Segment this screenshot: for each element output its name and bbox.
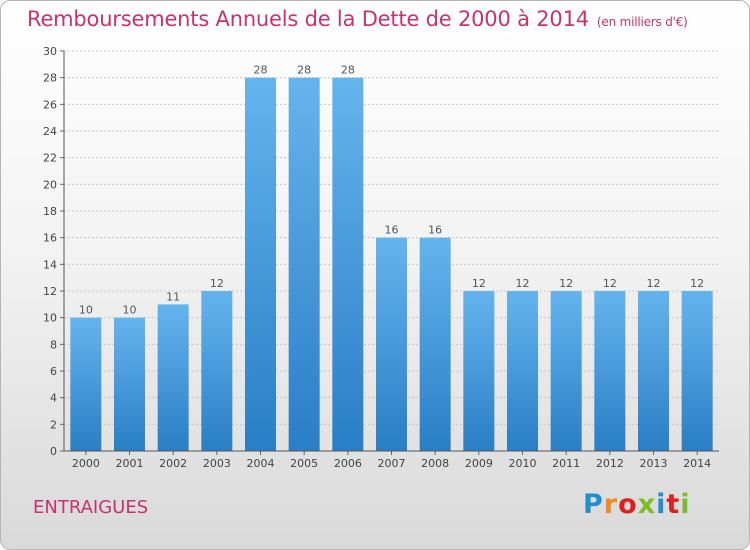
x-tick-label: 2002 bbox=[159, 457, 187, 470]
logo-letter: t bbox=[666, 489, 681, 520]
y-tick-label: 14 bbox=[43, 258, 57, 271]
logo-letter: r bbox=[603, 489, 619, 520]
logo-letter: o bbox=[618, 489, 638, 520]
bar-value-label: 11 bbox=[166, 290, 180, 303]
x-tick-label: 2006 bbox=[334, 457, 362, 470]
y-tick-label: 18 bbox=[43, 205, 57, 218]
y-tick-label: 6 bbox=[50, 365, 57, 378]
x-tick-label: 2001 bbox=[116, 457, 144, 470]
logo-letter: i bbox=[656, 489, 667, 520]
bar bbox=[463, 291, 495, 451]
bar bbox=[638, 291, 669, 451]
bar-value-label: 28 bbox=[297, 64, 311, 77]
bar bbox=[550, 291, 582, 451]
y-tick-label: 28 bbox=[43, 72, 57, 85]
bars bbox=[70, 77, 713, 452]
bar-value-label: 12 bbox=[603, 277, 617, 290]
y-tick-label: 0 bbox=[50, 445, 57, 458]
bar-value-label: 12 bbox=[559, 277, 573, 290]
y-tick-label: 20 bbox=[43, 178, 57, 191]
bar bbox=[70, 317, 102, 451]
logo-letter: i bbox=[680, 489, 691, 520]
bar-value-label: 28 bbox=[341, 64, 355, 77]
x-tick-label: 2009 bbox=[465, 457, 493, 470]
bar-value-label: 16 bbox=[385, 224, 399, 237]
labels: 0246810121416182022242628301020001020011… bbox=[43, 45, 711, 470]
x-tick-label: 2012 bbox=[596, 457, 624, 470]
chart-title-text: Remboursements Annuels de la Dette de 20… bbox=[27, 7, 589, 31]
bar-value-label: 12 bbox=[472, 277, 486, 290]
x-tick-label: 2008 bbox=[421, 457, 449, 470]
x-tick-label: 2005 bbox=[290, 457, 318, 470]
x-tick-label: 2013 bbox=[640, 457, 668, 470]
x-tick-label: 2010 bbox=[509, 457, 537, 470]
bar-value-label: 16 bbox=[428, 224, 442, 237]
bar bbox=[114, 317, 145, 451]
bar-value-label: 12 bbox=[647, 277, 661, 290]
chart-subtitle: (en milliers d'€) bbox=[596, 15, 688, 29]
bar bbox=[245, 77, 276, 452]
bar bbox=[332, 77, 364, 452]
place-name: ENTRAIGUES bbox=[33, 497, 149, 518]
bar bbox=[507, 291, 538, 451]
logo-letter: P bbox=[583, 489, 604, 520]
y-tick-label: 8 bbox=[50, 338, 57, 351]
y-tick-label: 22 bbox=[43, 152, 57, 165]
bar bbox=[376, 237, 407, 451]
bar bbox=[201, 291, 233, 451]
bar bbox=[681, 291, 713, 451]
x-tick-label: 2000 bbox=[72, 457, 100, 470]
bar bbox=[288, 77, 320, 452]
axes bbox=[60, 50, 719, 455]
chart-title: Remboursements Annuels de la Dette de 20… bbox=[27, 7, 688, 31]
y-tick-label: 12 bbox=[43, 285, 57, 298]
bar bbox=[594, 291, 626, 451]
y-tick-label: 26 bbox=[43, 98, 57, 111]
proxiti-logo[interactable]: Proxiti bbox=[583, 489, 691, 520]
bar-value-label: 28 bbox=[254, 64, 268, 77]
bar-value-label: 12 bbox=[690, 277, 704, 290]
x-tick-label: 2014 bbox=[683, 457, 711, 470]
bar-value-label: 10 bbox=[123, 304, 137, 317]
y-tick-label: 24 bbox=[43, 125, 57, 138]
y-tick-label: 2 bbox=[50, 418, 57, 431]
bar-value-label: 10 bbox=[79, 304, 93, 317]
x-tick-label: 2007 bbox=[378, 457, 406, 470]
bar-value-label: 12 bbox=[210, 277, 224, 290]
y-tick-label: 16 bbox=[43, 232, 57, 245]
bar bbox=[419, 237, 451, 451]
x-tick-label: 2003 bbox=[203, 457, 231, 470]
logo-letter: x bbox=[637, 489, 657, 520]
y-tick-label: 10 bbox=[43, 312, 57, 325]
y-tick-label: 4 bbox=[50, 392, 57, 405]
x-tick-label: 2011 bbox=[552, 457, 580, 470]
bar bbox=[157, 304, 189, 451]
y-tick-label: 30 bbox=[43, 45, 57, 58]
x-tick-label: 2004 bbox=[247, 457, 275, 470]
bar-value-label: 12 bbox=[516, 277, 530, 290]
